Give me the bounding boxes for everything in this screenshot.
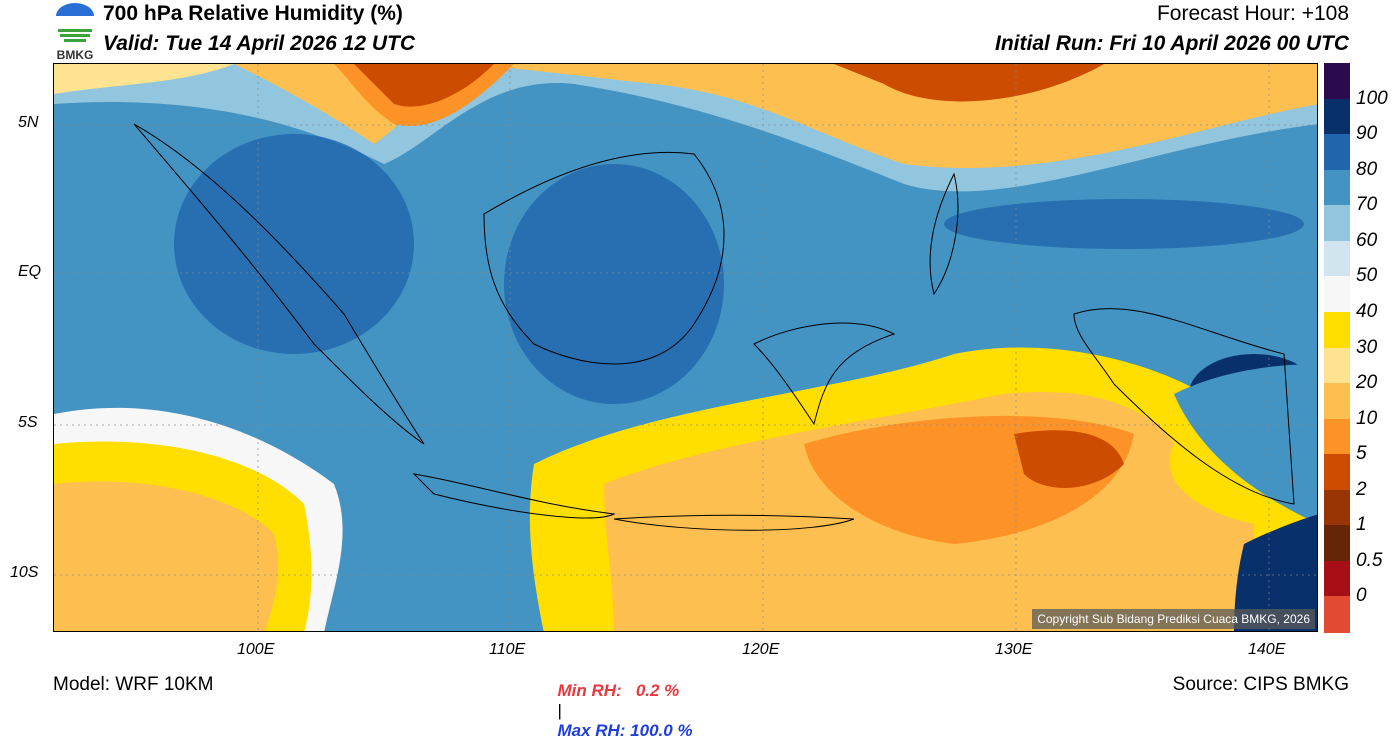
rh-summary: Min RH: 0.2 % | Max RH: 100.0 % bbox=[548, 661, 693, 741]
lat-tick-5s: 5S bbox=[18, 414, 38, 431]
source-label: Source: CIPS BMKG bbox=[1172, 674, 1349, 695]
colorbar-label: 90 bbox=[1356, 123, 1378, 145]
colorbar-swatch bbox=[1324, 525, 1350, 562]
min-rh: Min RH: 0.2 % bbox=[557, 681, 680, 700]
colorbar-label: 70 bbox=[1356, 194, 1378, 216]
lon-tick-140e: 140E bbox=[1248, 641, 1286, 658]
colorbar-label: 1 bbox=[1356, 514, 1367, 536]
colorbar-swatch bbox=[1324, 276, 1350, 313]
rh-separator: | bbox=[557, 701, 562, 720]
bmkg-logo: BMKG bbox=[52, 2, 98, 62]
humidity-map: Copyright Sub Bidang Prediksi Cuaca BMKG… bbox=[53, 63, 1318, 632]
forecast-hour: Forecast Hour: +108 bbox=[1156, 2, 1349, 25]
colorbar-label: 30 bbox=[1356, 336, 1378, 358]
svg-text:BMKG: BMKG bbox=[57, 48, 94, 60]
colorbar-swatch bbox=[1324, 489, 1350, 526]
colorbar-label: 20 bbox=[1356, 372, 1378, 394]
lat-tick-eq: EQ bbox=[18, 263, 42, 280]
humidity-field bbox=[54, 64, 1317, 631]
colorbar-label: 40 bbox=[1356, 300, 1378, 322]
colorbar-label: 100 bbox=[1356, 87, 1388, 109]
colorbar-label: 60 bbox=[1356, 229, 1378, 251]
model-label: Model: WRF 10KM bbox=[53, 674, 214, 695]
colorbar-swatch bbox=[1324, 134, 1350, 171]
lon-tick-130e: 130E bbox=[995, 641, 1033, 658]
lat-tick-10s: 10S bbox=[10, 564, 39, 581]
colorbar-label: 80 bbox=[1356, 158, 1378, 180]
colorbar-swatch bbox=[1324, 596, 1350, 633]
lat-tick-5n: 5N bbox=[18, 114, 39, 131]
colorbar-label: 10 bbox=[1356, 407, 1378, 429]
colorbar-swatch bbox=[1324, 205, 1350, 242]
colorbar-swatch bbox=[1324, 169, 1350, 206]
colorbar-swatch bbox=[1324, 63, 1350, 100]
colorbar-swatch bbox=[1324, 560, 1350, 597]
colorbar-label: 0 bbox=[1356, 585, 1367, 607]
colorbar-swatch bbox=[1324, 383, 1350, 420]
lon-tick-120e: 120E bbox=[742, 641, 780, 658]
colorbar-swatch bbox=[1324, 454, 1350, 491]
copyright-label: Copyright Sub Bidang Prediksi Cuaca BMKG… bbox=[1032, 609, 1315, 629]
colorbar-swatch bbox=[1324, 311, 1350, 348]
chart-title: 700 hPa Relative Humidity (%) bbox=[103, 2, 403, 25]
colorbar-label: 50 bbox=[1356, 265, 1378, 287]
max-rh: Max RH: 100.0 % bbox=[557, 721, 693, 740]
lon-tick-100e: 100E bbox=[237, 641, 275, 658]
colorbar-label: 0.5 bbox=[1356, 549, 1383, 571]
colorbar-swatch bbox=[1324, 240, 1350, 277]
valid-time: Valid: Tue 14 April 2026 12 UTC bbox=[103, 32, 416, 55]
colorbar-swatch bbox=[1324, 347, 1350, 384]
colorbar-label: 2 bbox=[1356, 478, 1367, 500]
initial-run: Initial Run: Fri 10 April 2026 00 UTC bbox=[995, 32, 1349, 55]
colorbar-swatch bbox=[1324, 98, 1350, 135]
lon-tick-110e: 110E bbox=[489, 641, 526, 658]
colorbar-label: 5 bbox=[1356, 443, 1367, 465]
colorbar-swatch bbox=[1324, 418, 1350, 455]
